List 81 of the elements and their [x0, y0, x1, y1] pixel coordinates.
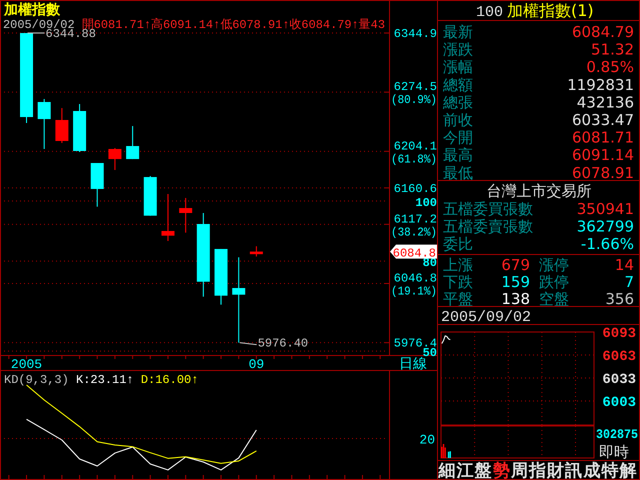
- text: 五檔委買張數: [443, 200, 533, 218]
- text: 跌停: [539, 273, 569, 291]
- text: 362799: [576, 218, 634, 236]
- candlestick: [232, 256, 246, 344]
- y-tick-label: 6046.8 (19.1%): [391, 271, 442, 298]
- chart-title: 加權指數: [3, 2, 61, 19]
- text: 指: [528, 461, 546, 480]
- annotation: 5976.40: [258, 336, 308, 351]
- y-tick-label: 6003: [602, 395, 636, 411]
- text: 6081.71: [572, 128, 634, 147]
- text: 7: [624, 273, 634, 291]
- text: 51.32: [591, 40, 634, 59]
- text: 302875: [596, 427, 640, 442]
- candlestick: [250, 246, 263, 258]
- text: 成: [582, 461, 600, 480]
- y-tick-label: 6204.1 (61.8%): [391, 139, 442, 166]
- text: 勢: [492, 461, 510, 480]
- text: 下跌: [443, 273, 473, 291]
- text: 最高: [443, 146, 473, 164]
- text: 江: [456, 461, 474, 480]
- y2-tick-label: 100: [415, 196, 437, 210]
- text: 平盤: [443, 290, 473, 308]
- text: 14: [614, 256, 634, 274]
- candlestick: [38, 98, 51, 150]
- text: 委比: [443, 235, 473, 253]
- text: 20: [419, 432, 435, 448]
- text: 盤: [474, 461, 492, 480]
- text: 漲停: [539, 256, 569, 274]
- text: 2005/09/02: [441, 309, 532, 326]
- text: 最新: [443, 23, 473, 41]
- text: 五檔委賣張數: [443, 218, 533, 236]
- text: 漲幅: [443, 58, 473, 76]
- text: -1.66%: [580, 235, 634, 253]
- candlestick: [126, 126, 140, 160]
- text: 台灣上市交易所: [486, 182, 592, 200]
- text: 前收: [443, 111, 473, 129]
- text: 特: [600, 461, 618, 480]
- x-tick-label: 09: [248, 357, 264, 372]
- text: 最低: [443, 164, 473, 182]
- text: 財: [546, 461, 564, 480]
- text: 100 加權指數(1): [476, 1, 594, 21]
- text: 解: [618, 461, 636, 480]
- text: 日線: [399, 356, 427, 373]
- text: 138: [501, 290, 530, 308]
- y-tick-label: 6117.2 (38.2%): [391, 212, 442, 240]
- text: 1192831: [567, 76, 634, 94]
- y-tick-label: 6160.6: [394, 182, 437, 196]
- text: 159: [501, 273, 530, 291]
- x-tick-label: 2005: [10, 357, 42, 372]
- text: 漲跌: [443, 40, 473, 59]
- line-series: [441, 335, 451, 344]
- text: D:16.00↑: [140, 373, 198, 387]
- y-tick-label: 6063: [602, 349, 636, 365]
- candlestick: [55, 108, 68, 144]
- text: 350941: [576, 200, 634, 218]
- text: 432136: [576, 93, 634, 112]
- y-tick-label: 6093: [602, 326, 636, 342]
- text: 6091.14: [572, 146, 634, 164]
- candlestick: [108, 148, 122, 170]
- y-tick-label: 6344.9: [394, 27, 437, 42]
- y-tick-label: 6033: [602, 372, 636, 388]
- text: 356: [605, 290, 634, 308]
- text: 訊: [564, 461, 582, 480]
- text: 總張: [442, 93, 473, 112]
- candlestick: [161, 194, 174, 242]
- text: 今開: [443, 128, 473, 147]
- text: 空盤: [539, 290, 569, 308]
- text: 細: [438, 461, 456, 480]
- y-tick-label: 6274.5 (80.9%): [391, 80, 442, 108]
- text: 6033.47: [572, 111, 634, 129]
- text: 6084.79: [572, 23, 634, 41]
- text: 總額: [442, 76, 473, 94]
- text: 即時: [599, 443, 629, 461]
- text: 679: [501, 256, 530, 274]
- text: K:23.11↑: [76, 373, 141, 387]
- text: 6078.91: [572, 164, 634, 182]
- chart-title: KD(9,3,3): [4, 373, 69, 387]
- text: 周: [510, 461, 528, 480]
- candlestick: [179, 197, 192, 234]
- text: 0.85%: [586, 58, 634, 76]
- text: 上漲: [443, 256, 473, 274]
